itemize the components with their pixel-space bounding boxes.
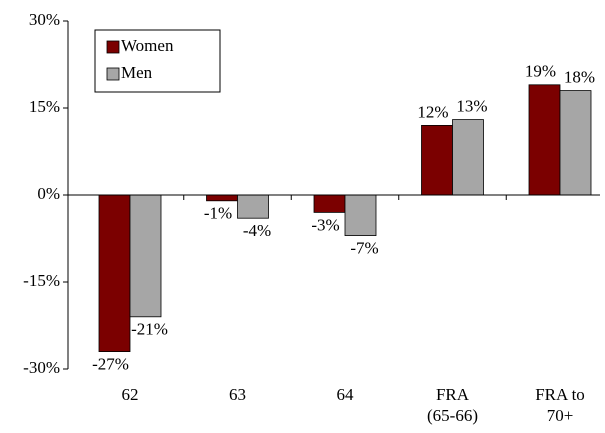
bar bbox=[98, 194, 131, 353]
x-tick-label: FRA to 70+ bbox=[535, 385, 585, 425]
data-label: -27% bbox=[92, 355, 129, 374]
data-label: 18% bbox=[564, 68, 595, 87]
data-label: -4% bbox=[243, 221, 271, 240]
legend-swatch bbox=[106, 40, 120, 54]
y-tick-label: 15% bbox=[29, 97, 60, 116]
bar bbox=[237, 194, 269, 219]
x-tick-label: 63 bbox=[229, 385, 246, 404]
data-label: -7% bbox=[350, 239, 378, 258]
data-label: -3% bbox=[311, 215, 339, 234]
data-label: -1% bbox=[204, 204, 232, 223]
bar bbox=[206, 194, 238, 202]
bar bbox=[528, 84, 561, 196]
bar bbox=[344, 194, 377, 236]
y-tick-label: -15% bbox=[23, 271, 60, 290]
x-tick-label: 62 bbox=[121, 385, 139, 404]
y-tick-label: -30% bbox=[23, 358, 60, 377]
legend-label: Women bbox=[121, 36, 174, 55]
data-label: -21% bbox=[131, 320, 168, 339]
data-label: 12% bbox=[417, 102, 448, 121]
bar bbox=[452, 119, 484, 196]
y-tick-label: 0% bbox=[37, 184, 60, 203]
data-label: 19% bbox=[525, 62, 556, 81]
x-tick-label: 64 bbox=[336, 385, 354, 404]
legend-box bbox=[94, 29, 221, 93]
legend-label: Men bbox=[121, 63, 153, 82]
bar bbox=[559, 90, 592, 196]
bar bbox=[129, 194, 162, 318]
bar bbox=[313, 194, 346, 213]
y-tick-label: 30% bbox=[29, 10, 60, 29]
bar bbox=[421, 125, 453, 196]
legend-swatch bbox=[106, 67, 120, 81]
x-tick-label: FRA (65-66) bbox=[427, 385, 478, 425]
data-label: 13% bbox=[456, 97, 487, 116]
